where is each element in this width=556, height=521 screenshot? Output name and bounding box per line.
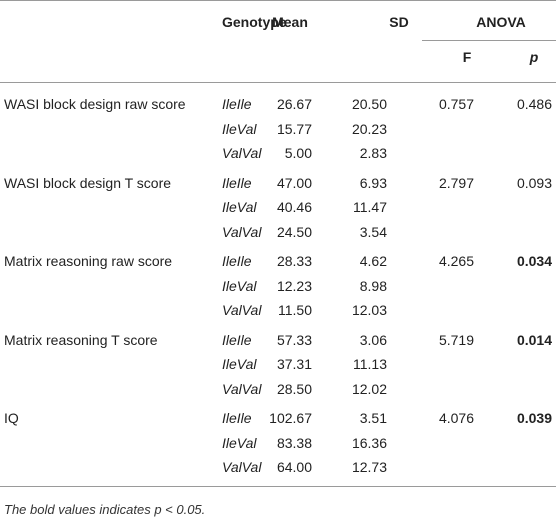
mean: 5.00 <box>284 145 312 161</box>
mean: 26.67 <box>276 96 312 112</box>
mean: 83.38 <box>276 434 312 451</box>
anova-p: 0.093 <box>516 174 552 191</box>
row-label: Matrix reasoning raw score <box>4 253 173 269</box>
anova-p: 0.014 <box>516 331 552 348</box>
sd: 11.47 <box>353 199 387 215</box>
mean: 12.23 <box>276 277 312 294</box>
genotype: ValVal <box>222 380 262 397</box>
header-sd: SD <box>389 14 409 30</box>
genotype: ValVal <box>222 145 262 161</box>
sd: 12.02 <box>351 380 387 397</box>
sd: 20.23 <box>351 120 387 137</box>
sd: 20.50 <box>351 96 387 112</box>
mean: 28.50 <box>276 380 312 397</box>
header-mean: Mean <box>272 14 308 30</box>
header-anova: ANOVA <box>476 14 526 30</box>
top-rule <box>0 0 556 1</box>
row-label: WASI block design raw score <box>4 96 186 112</box>
anova-p: 0.486 <box>516 96 552 112</box>
anova-f: 0.757 <box>438 96 474 112</box>
mean: 28.33 <box>276 253 312 269</box>
genotype: IleIle <box>222 96 252 112</box>
genotype: IleIle <box>222 331 252 348</box>
genotype: IleVal <box>222 277 257 294</box>
mean: 57.33 <box>276 331 312 348</box>
row-label: WASI block design T score <box>4 174 172 191</box>
sd: 6.93 <box>359 174 387 191</box>
anova-p: 0.034 <box>516 253 552 269</box>
anova-f: 4.076 <box>438 410 474 426</box>
genotype: ValVal <box>222 302 262 318</box>
mean: 102.67 <box>269 410 312 426</box>
footnote: The bold values indicates p < 0.05. <box>4 502 206 517</box>
mean: 24.50 <box>276 223 312 240</box>
sd: 3.06 <box>359 331 387 348</box>
anova-f: 5.719 <box>438 331 474 348</box>
sd: 2.83 <box>359 145 387 161</box>
sd: 8.98 <box>359 277 387 294</box>
bottom-rule <box>0 486 556 487</box>
genotype: IleVal <box>222 199 257 215</box>
genotype: IleVal <box>222 120 257 137</box>
genotype: IleIle <box>222 253 252 269</box>
anova-f: 2.797 <box>438 174 474 191</box>
sd: 16.36 <box>351 434 387 451</box>
genotype: ValVal <box>222 459 262 475</box>
mean: 37.31 <box>276 356 312 372</box>
sd: 3.54 <box>359 223 387 240</box>
genotype: IleIle <box>222 174 252 191</box>
anova-p: 0.039 <box>516 410 552 426</box>
mean: 64.00 <box>276 459 312 475</box>
header-p: p <box>529 49 539 65</box>
genotype: IleVal <box>222 356 257 372</box>
anova-rule <box>422 40 556 41</box>
genotype: IleVal <box>222 434 257 451</box>
genotype: ValVal <box>222 223 262 240</box>
header-genotype: Genotype <box>222 14 287 30</box>
sd: 3.51 <box>359 410 387 426</box>
mean: 15.77 <box>276 120 312 137</box>
mean: 11.50 <box>278 302 312 318</box>
genotype: IleIle <box>222 410 252 426</box>
sd: 11.13 <box>353 356 387 372</box>
row-label: Matrix reasoning T score <box>4 331 158 348</box>
sd: 12.03 <box>351 302 387 318</box>
sd: 4.62 <box>359 253 387 269</box>
sd: 12.73 <box>351 459 387 475</box>
header-rule <box>0 82 556 83</box>
row-label: IQ <box>4 410 19 426</box>
anova-f: 4.265 <box>438 253 474 269</box>
header-f: F <box>462 49 472 65</box>
mean: 40.46 <box>276 199 312 215</box>
mean: 47.00 <box>276 174 312 191</box>
